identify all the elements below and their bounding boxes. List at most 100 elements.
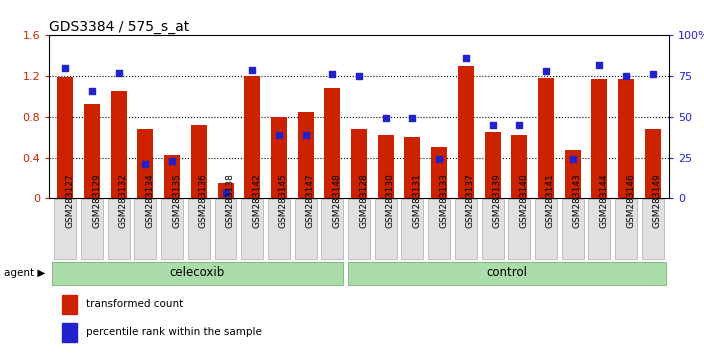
Text: GSM283130: GSM283130 xyxy=(386,173,395,228)
FancyBboxPatch shape xyxy=(134,200,156,259)
Text: GSM283131: GSM283131 xyxy=(413,173,422,228)
Text: percentile rank within the sample: percentile rank within the sample xyxy=(87,327,263,337)
FancyBboxPatch shape xyxy=(615,200,637,259)
FancyBboxPatch shape xyxy=(161,200,183,259)
FancyBboxPatch shape xyxy=(535,200,557,259)
Text: GSM283145: GSM283145 xyxy=(279,173,288,228)
Point xyxy=(220,190,231,196)
Point xyxy=(87,88,98,93)
FancyBboxPatch shape xyxy=(54,200,76,259)
Text: GSM283143: GSM283143 xyxy=(572,173,582,228)
Bar xyxy=(57,77,73,198)
FancyBboxPatch shape xyxy=(562,200,584,259)
FancyBboxPatch shape xyxy=(241,200,263,259)
Bar xyxy=(244,76,260,198)
Text: agent ▶: agent ▶ xyxy=(4,268,45,278)
Point xyxy=(60,65,71,71)
FancyBboxPatch shape xyxy=(589,200,610,259)
Bar xyxy=(218,183,234,198)
Text: control: control xyxy=(486,267,528,279)
Bar xyxy=(84,104,100,198)
FancyBboxPatch shape xyxy=(508,200,530,259)
Bar xyxy=(351,129,367,198)
Bar xyxy=(645,129,661,198)
FancyBboxPatch shape xyxy=(375,200,396,259)
Bar xyxy=(591,79,608,198)
Text: GSM283142: GSM283142 xyxy=(252,173,261,228)
Point xyxy=(593,62,605,68)
Text: GSM283140: GSM283140 xyxy=(520,173,528,228)
Point xyxy=(113,70,125,76)
Bar xyxy=(325,88,340,198)
Text: GSM283129: GSM283129 xyxy=(92,173,101,228)
Text: GSM283141: GSM283141 xyxy=(546,173,555,228)
Text: GSM283146: GSM283146 xyxy=(626,173,635,228)
FancyBboxPatch shape xyxy=(322,200,344,259)
Text: GSM283148: GSM283148 xyxy=(332,173,341,228)
Text: GSM283138: GSM283138 xyxy=(225,173,234,228)
Text: GSM283134: GSM283134 xyxy=(146,173,154,228)
Point xyxy=(434,156,445,162)
Point xyxy=(487,122,498,128)
FancyBboxPatch shape xyxy=(482,200,503,259)
Text: GSM283128: GSM283128 xyxy=(359,173,368,228)
FancyBboxPatch shape xyxy=(268,200,290,259)
FancyBboxPatch shape xyxy=(52,262,343,285)
Text: GSM283147: GSM283147 xyxy=(306,173,315,228)
Bar xyxy=(191,125,207,198)
Bar xyxy=(271,117,287,198)
FancyBboxPatch shape xyxy=(455,200,477,259)
Point xyxy=(273,132,284,138)
Text: GSM283136: GSM283136 xyxy=(199,173,208,228)
Bar xyxy=(137,129,153,198)
Bar xyxy=(565,150,581,198)
FancyBboxPatch shape xyxy=(428,200,450,259)
Text: GSM283127: GSM283127 xyxy=(65,173,75,228)
Point xyxy=(460,55,472,61)
Bar xyxy=(458,66,474,198)
Bar xyxy=(431,147,447,198)
Text: GSM283133: GSM283133 xyxy=(439,173,448,228)
Text: GSM283137: GSM283137 xyxy=(466,173,475,228)
Point xyxy=(140,161,151,167)
Text: GSM283132: GSM283132 xyxy=(119,173,127,228)
Point xyxy=(327,72,338,77)
Point xyxy=(246,67,258,73)
Text: celecoxib: celecoxib xyxy=(170,267,225,279)
Bar xyxy=(404,137,420,198)
FancyBboxPatch shape xyxy=(188,200,210,259)
Point xyxy=(514,122,525,128)
Text: GSM283144: GSM283144 xyxy=(599,173,608,228)
Point xyxy=(353,73,365,79)
Bar xyxy=(164,155,180,198)
Point xyxy=(647,72,658,77)
Bar xyxy=(538,78,554,198)
Bar xyxy=(111,91,127,198)
Bar xyxy=(62,323,77,342)
FancyBboxPatch shape xyxy=(401,200,423,259)
Point xyxy=(541,68,552,74)
Point xyxy=(380,116,391,121)
Point xyxy=(407,116,418,121)
FancyBboxPatch shape xyxy=(348,262,666,285)
FancyBboxPatch shape xyxy=(81,200,103,259)
Point xyxy=(620,73,631,79)
Text: GSM283135: GSM283135 xyxy=(172,173,181,228)
FancyBboxPatch shape xyxy=(108,200,130,259)
Bar xyxy=(298,112,314,198)
FancyBboxPatch shape xyxy=(215,200,237,259)
Text: GSM283139: GSM283139 xyxy=(493,173,501,228)
Bar xyxy=(62,295,77,314)
Bar xyxy=(378,135,394,198)
Point xyxy=(300,132,311,138)
FancyBboxPatch shape xyxy=(348,200,370,259)
FancyBboxPatch shape xyxy=(642,200,664,259)
Bar xyxy=(511,135,527,198)
Point xyxy=(567,156,578,162)
FancyBboxPatch shape xyxy=(295,200,317,259)
Text: GSM283149: GSM283149 xyxy=(653,173,662,228)
Bar xyxy=(484,132,501,198)
Text: GDS3384 / 575_s_at: GDS3384 / 575_s_at xyxy=(49,21,189,34)
Text: transformed count: transformed count xyxy=(87,299,184,309)
Point xyxy=(166,158,177,164)
